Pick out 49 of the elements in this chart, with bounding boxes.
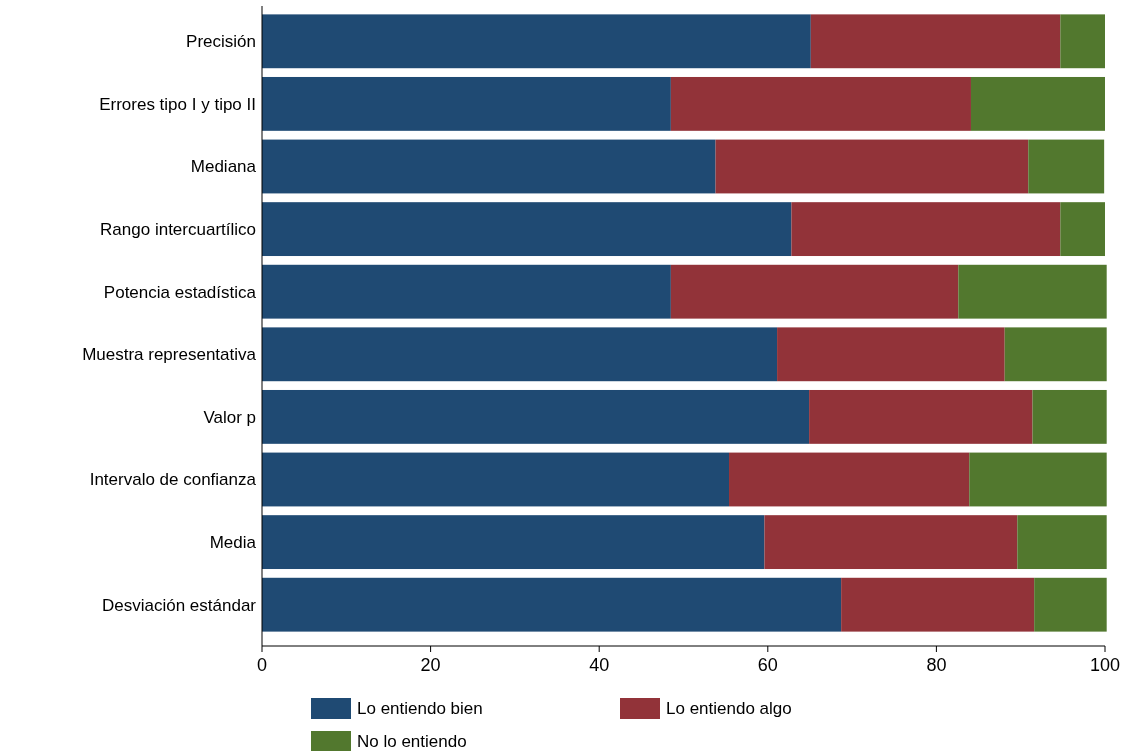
bar bbox=[810, 14, 1061, 69]
x-tick-label: 0 bbox=[256, 655, 268, 675]
bar bbox=[970, 76, 1105, 131]
y-tick-label: Muestra representativa bbox=[82, 345, 257, 365]
bar bbox=[262, 327, 778, 382]
x-tick-label: 100 bbox=[1089, 655, 1121, 675]
bar bbox=[1034, 577, 1107, 632]
bar bbox=[262, 139, 716, 194]
bar bbox=[262, 389, 810, 444]
bar bbox=[262, 452, 730, 507]
bar bbox=[262, 515, 765, 570]
bar bbox=[262, 76, 671, 131]
y-tick-label: Precisión bbox=[186, 32, 256, 52]
y-tick-label: Mediana bbox=[190, 157, 257, 177]
bar bbox=[841, 577, 1035, 632]
x-tick-label: 80 bbox=[926, 655, 947, 675]
y-tick-label: Valor p bbox=[203, 407, 256, 427]
bar bbox=[1060, 202, 1105, 257]
legend-label: No lo entiendo bbox=[357, 732, 467, 751]
bar bbox=[1004, 327, 1107, 382]
bar bbox=[1032, 389, 1107, 444]
bar bbox=[958, 264, 1107, 319]
y-tick-label: Potencia estadística bbox=[103, 282, 257, 302]
x-tick-label: 20 bbox=[420, 655, 441, 675]
y-tick-label: Errores tipo I y tipo II bbox=[99, 94, 256, 114]
legend-label: Lo entiendo algo bbox=[666, 699, 792, 718]
bar bbox=[670, 76, 971, 131]
bar bbox=[764, 515, 1018, 570]
bar bbox=[969, 452, 1107, 507]
x-tick-label: 60 bbox=[757, 655, 778, 675]
y-tick-label: Media bbox=[209, 533, 257, 553]
bar bbox=[715, 139, 1029, 194]
y-tick-label: Desviación estándar bbox=[101, 595, 257, 615]
bar bbox=[262, 577, 842, 632]
bar bbox=[1017, 515, 1107, 570]
y-tick-label: Rango intercuartílico bbox=[100, 220, 256, 240]
bar bbox=[791, 202, 1061, 257]
bar bbox=[809, 389, 1033, 444]
bar bbox=[1060, 14, 1105, 69]
bar bbox=[262, 202, 792, 257]
legend-label: Lo entiendo bien bbox=[357, 699, 483, 718]
y-tick-label: Intervalo de confianza bbox=[89, 470, 257, 490]
bar bbox=[262, 14, 811, 69]
bar bbox=[670, 264, 959, 319]
x-tick-label: 40 bbox=[589, 655, 610, 675]
bar bbox=[1028, 139, 1105, 194]
bar bbox=[777, 327, 1005, 382]
bar bbox=[262, 264, 671, 319]
bar bbox=[729, 452, 970, 507]
